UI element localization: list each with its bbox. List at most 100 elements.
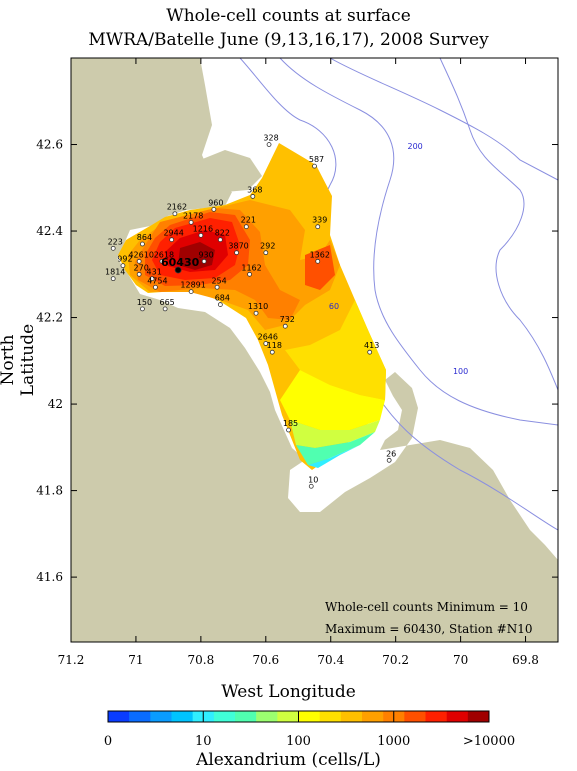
colorbar-cell: [362, 711, 384, 722]
station-marker: [188, 219, 194, 225]
colorbar-cell: [108, 711, 130, 722]
station-label: 431: [147, 268, 162, 277]
x-axis-label: West Longitude: [221, 682, 356, 702]
colorbar-cell: [298, 711, 320, 722]
station-marker: [312, 163, 317, 169]
station-label: 1814: [105, 268, 125, 277]
station-label: 684: [215, 294, 230, 303]
depth-label: 100: [453, 367, 468, 376]
colorbar-ticks: 0 10 100 1000 >10000: [104, 711, 515, 749]
station-label: 960: [208, 198, 223, 207]
land-cape-ann: [200, 150, 262, 192]
station-label: 822: [215, 229, 230, 238]
station-label: 2618: [154, 250, 174, 259]
x-tick-label: 70.4: [317, 653, 344, 667]
station-label: 930: [198, 250, 213, 259]
station-marker: [159, 258, 165, 264]
station-marker: [211, 207, 217, 212]
station-marker: [201, 258, 207, 264]
colorbar-tick-label: 1000: [377, 734, 410, 749]
station-marker: [266, 142, 272, 147]
station-marker: [282, 323, 288, 329]
station-marker: [198, 232, 204, 238]
colorbar-cell: [319, 711, 342, 722]
station-label: 587: [309, 155, 324, 164]
station-label: 10: [308, 475, 318, 484]
colorbar-tick-label: 100: [286, 734, 311, 749]
station-label: 1310: [248, 302, 268, 311]
station-marker: [188, 289, 194, 295]
x-axis: 71.2 71 70.8 70.6 70.4 70.2 70 69.8: [58, 58, 539, 667]
colorbar-cell: [213, 711, 236, 722]
y-axis: 41.6 41.8 42 42.2 42.4 42.6: [36, 138, 558, 584]
y-tick-label: 41.6: [36, 570, 63, 584]
y-tick-label: 42.4: [36, 224, 63, 238]
station-label: 2178: [183, 211, 203, 220]
station-marker: [140, 306, 145, 312]
station-label: 60430: [161, 256, 200, 269]
station-label: 413: [364, 341, 379, 350]
colorbar-label: Alexandrium (cells/L): [196, 750, 381, 770]
station-marker: [153, 284, 158, 290]
y-tick-label: 42.2: [36, 311, 63, 325]
x-tick-label: 70: [453, 653, 468, 667]
station-label: 26: [386, 449, 396, 458]
y-tick-label: 41.8: [36, 484, 63, 498]
minimum-note: Whole-cell counts Minimum = 10: [325, 600, 528, 614]
station-marker: [315, 224, 321, 230]
station-marker: [174, 266, 182, 274]
maximum-note: Maximum = 60430, Station #N10: [325, 622, 533, 636]
colorbar-cell: [425, 711, 447, 722]
station-label: 42610: [128, 250, 153, 259]
station-marker: [120, 263, 126, 269]
station-label: 292: [260, 242, 275, 251]
station-marker: [308, 483, 314, 489]
station-marker: [243, 224, 249, 230]
station-label: 864: [137, 233, 152, 242]
station-label: 368: [247, 185, 262, 194]
station-marker: [110, 276, 116, 282]
station-label: 992: [117, 255, 132, 264]
station-label: 270: [134, 263, 149, 272]
x-tick-label: 69.8: [512, 653, 539, 667]
colorbar-cell: [235, 711, 257, 722]
station-label: 1216: [193, 224, 213, 233]
station-marker: [253, 310, 259, 316]
y-axis-label: North Latitude: [0, 323, 38, 397]
station-label: 732: [280, 315, 295, 324]
station-label: 254: [211, 276, 226, 285]
depth-label: 60: [329, 302, 339, 311]
station-marker: [250, 194, 256, 199]
station-label: 1162: [241, 263, 261, 272]
colorbar-cell: [404, 711, 426, 722]
station-label: 4754: [147, 276, 167, 285]
station-marker: [169, 237, 175, 243]
station-marker: [149, 276, 155, 282]
station-label: 2162: [167, 203, 187, 212]
station-label: 2944: [163, 229, 183, 238]
station-marker: [140, 241, 145, 247]
depth-label-layer: 200 60 100: [329, 142, 468, 376]
station-label: 223: [108, 237, 123, 246]
station-label: 12891: [180, 281, 205, 290]
station-label: 665: [160, 298, 175, 307]
station-marker: [367, 349, 373, 355]
colorbar-cell: [277, 711, 299, 722]
station-marker: [172, 211, 178, 217]
colorbar: [107, 710, 490, 723]
colorbar-cell: [446, 711, 469, 722]
y-tick-label: 42: [48, 397, 63, 411]
colorbar-tick-label: 10: [195, 734, 212, 749]
colorbar-tick-label: 0: [104, 734, 112, 749]
station-label: 1362: [310, 250, 330, 259]
colorbar-cell: [340, 711, 363, 722]
colorbar-cell: [171, 711, 193, 722]
y-tick-label: 42.6: [36, 138, 63, 152]
x-tick-label: 71: [128, 653, 143, 667]
station-marker: [110, 245, 116, 251]
colorbar-tick-label: >10000: [463, 734, 515, 749]
x-tick-label: 70.6: [252, 653, 279, 667]
station-label: 328: [263, 134, 278, 143]
colorbar-cell: [129, 711, 151, 722]
